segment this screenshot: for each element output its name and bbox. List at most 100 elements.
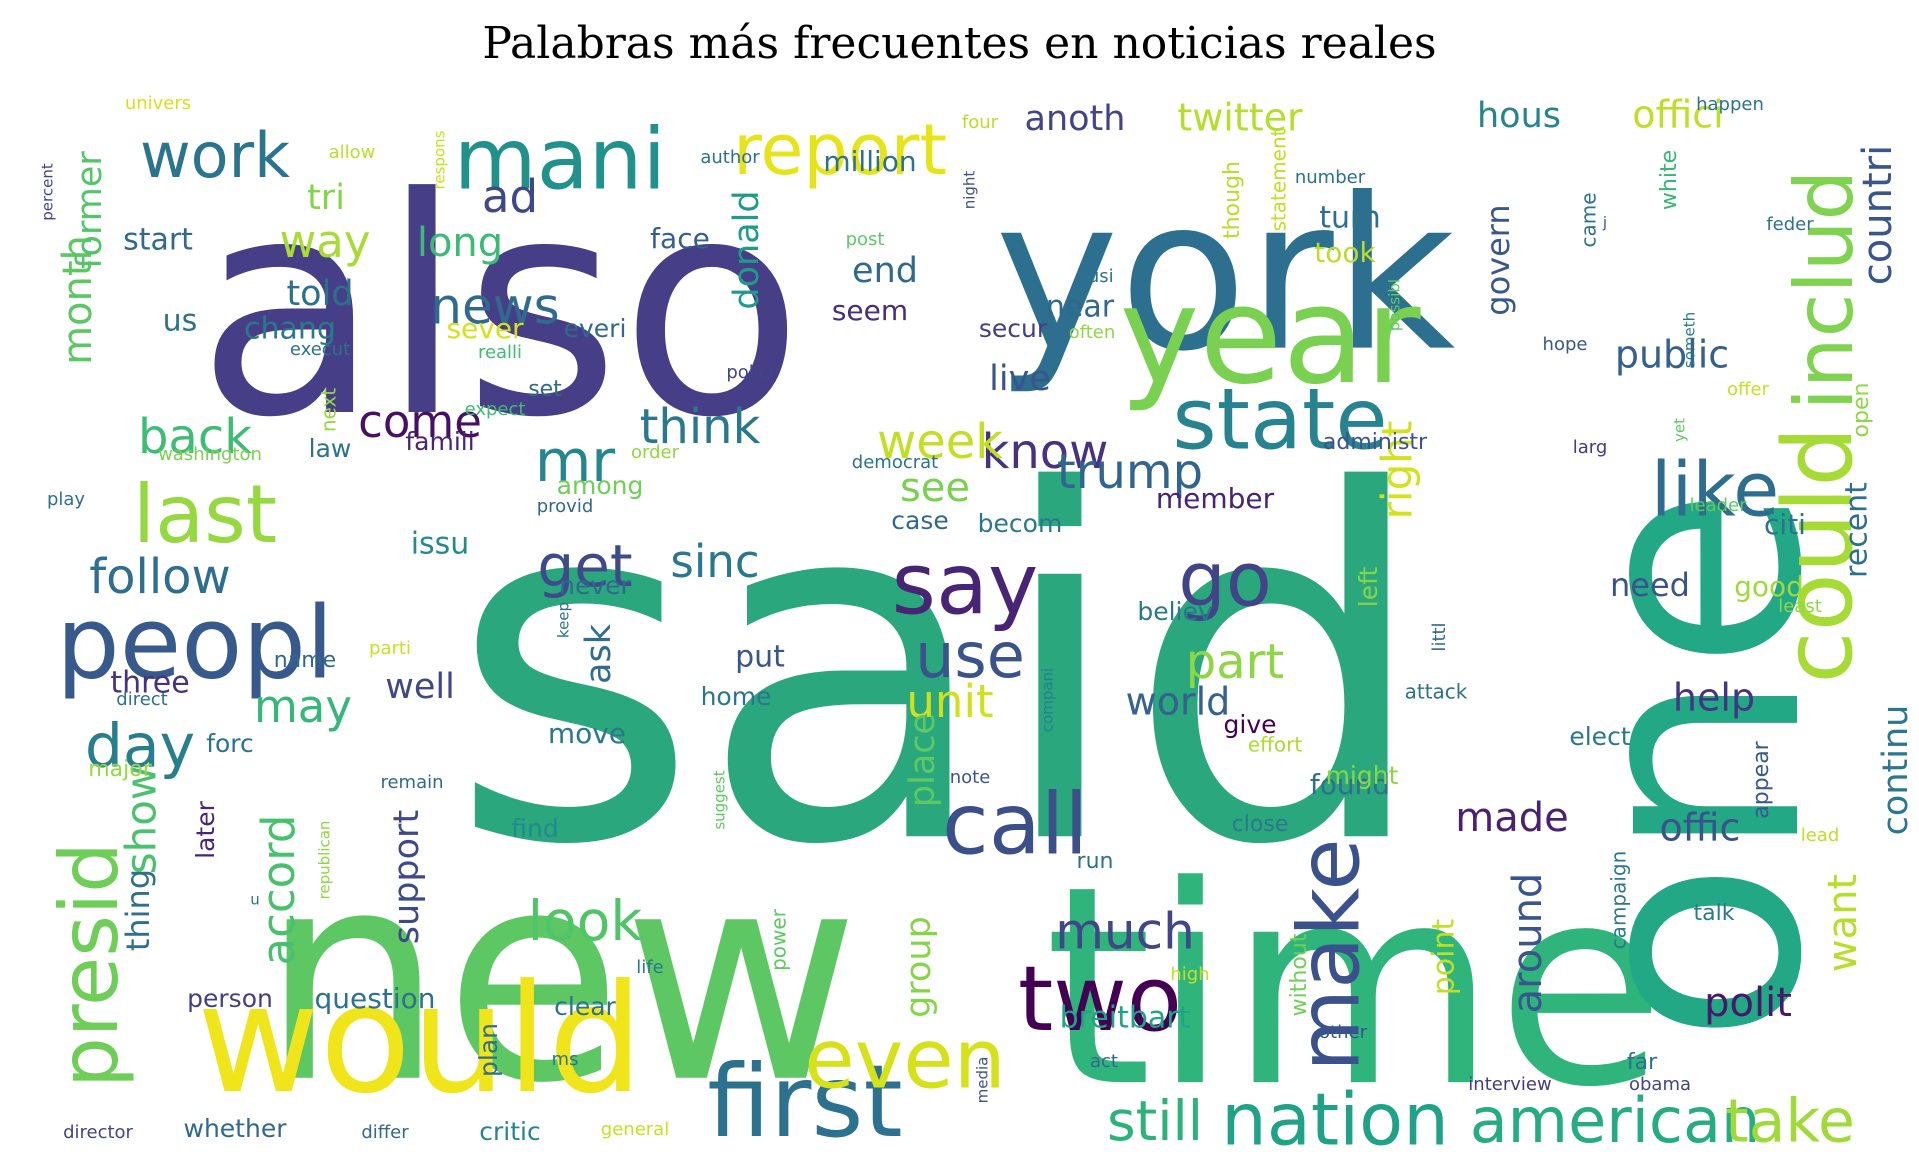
word-take: take: [1725, 1087, 1855, 1157]
word-littl: littl: [1429, 622, 1450, 651]
word-look: look: [528, 889, 643, 953]
word-give: give: [1224, 710, 1277, 739]
word-york: york: [995, 153, 1456, 398]
word-case: case: [891, 506, 948, 535]
word-left: left: [1354, 567, 1383, 608]
word-know: know: [982, 424, 1109, 480]
word-much: much: [1055, 903, 1195, 961]
word-number: number: [1295, 167, 1366, 188]
word-white: white: [1657, 150, 1682, 210]
word-elect: elect: [1569, 722, 1630, 751]
word-sinc: sinc: [670, 535, 759, 588]
word-go: go: [1178, 536, 1272, 624]
word-month: month: [55, 235, 101, 365]
word-believ: believ: [1137, 597, 1213, 626]
word-may: may: [254, 680, 352, 733]
word-help: help: [1673, 676, 1755, 720]
word-possibl: possibl: [1386, 279, 1404, 331]
word-lead: lead: [1801, 825, 1840, 846]
word-took: took: [1314, 236, 1376, 269]
word-compani: compani: [1039, 668, 1057, 732]
word-member: member: [1156, 482, 1275, 515]
word-put: put: [735, 640, 785, 675]
word-univers: univers: [125, 93, 191, 114]
word-statement: statement: [1267, 128, 1291, 231]
word-attack: attack: [1405, 680, 1468, 704]
word-still: still: [1107, 1089, 1203, 1153]
word-way: way: [279, 215, 370, 268]
word-ad: ad: [482, 170, 538, 223]
word-critic: critic: [479, 1117, 540, 1146]
word-becom: becom: [978, 509, 1063, 538]
word-differ: differ: [361, 1122, 409, 1143]
word-live: live: [989, 359, 1051, 399]
word-home: home: [701, 682, 772, 711]
word-like: like: [1651, 446, 1780, 534]
word-continu: continu: [1876, 705, 1916, 836]
word-high: high: [1170, 964, 1209, 985]
word-new: new: [260, 810, 859, 1147]
word-call: call: [942, 775, 1088, 874]
word-law: law: [309, 434, 352, 463]
word-first: first: [707, 1043, 902, 1160]
word-forc: forc: [206, 729, 254, 758]
word-long: long: [417, 220, 503, 266]
chart-title: Palabras más frecuentes en noticias real…: [482, 18, 1437, 69]
word-said: said: [449, 391, 1431, 950]
word-around: around: [1505, 873, 1551, 1014]
word-mani: mani: [454, 110, 666, 209]
word-year: year: [1119, 257, 1421, 414]
word-leader: leader: [1689, 495, 1747, 516]
word-govern: govern: [1479, 204, 1517, 315]
word-expect: expect: [465, 399, 526, 420]
word-might: might: [1326, 761, 1399, 790]
word-republican: republican: [316, 821, 334, 900]
word-chang: chang: [244, 312, 336, 347]
word-sever: sever: [446, 312, 524, 345]
word-donald: donald: [727, 190, 767, 309]
word-made: made: [1455, 795, 1568, 841]
word-power: power: [767, 908, 791, 971]
word-talk: talk: [1694, 901, 1735, 926]
word-general: general: [601, 1119, 669, 1140]
word-see: see: [900, 465, 970, 511]
word-major: major: [88, 757, 152, 782]
word-support: support: [387, 810, 427, 944]
word-never: never: [559, 571, 631, 600]
word-thing: thing: [119, 869, 157, 951]
word-often: often: [1069, 322, 1116, 343]
word-came: came: [1577, 192, 1601, 247]
word-everi: everi: [564, 314, 627, 343]
word-start: start: [123, 223, 193, 258]
word-democrat: democrat: [852, 452, 938, 473]
word-polici: polici: [726, 362, 773, 383]
word-execut: execut: [290, 339, 350, 360]
word-includ: includ: [1778, 170, 1871, 411]
word-ask: ask: [579, 623, 619, 684]
word-state: state: [1172, 370, 1387, 469]
word-mr: mr: [535, 427, 615, 495]
word-two: two: [1018, 947, 1182, 1052]
word-set: set: [528, 377, 562, 402]
word-open: open: [1849, 383, 1874, 438]
word-feder: feder: [1766, 214, 1814, 235]
word-point: point: [1427, 919, 1462, 996]
word-question: question: [315, 982, 436, 1015]
word-effort: effort: [1248, 733, 1303, 757]
word-come: come: [358, 395, 482, 448]
word-without: without: [1287, 933, 1312, 1016]
word-would: would: [197, 953, 643, 1127]
word-part: part: [1186, 634, 1284, 690]
word-need: need: [1610, 566, 1690, 604]
word-peopl: peopl: [56, 584, 333, 701]
word-life: life: [636, 957, 663, 978]
word-night: night: [961, 171, 979, 210]
word-happen: happen: [1696, 94, 1764, 115]
word-say: say: [892, 535, 1039, 634]
word-larg: larg: [1573, 437, 1608, 458]
word-director: director: [63, 1122, 133, 1143]
word-allow: allow: [329, 142, 376, 163]
word-accord: accord: [252, 815, 305, 966]
word-news: news: [430, 278, 559, 336]
